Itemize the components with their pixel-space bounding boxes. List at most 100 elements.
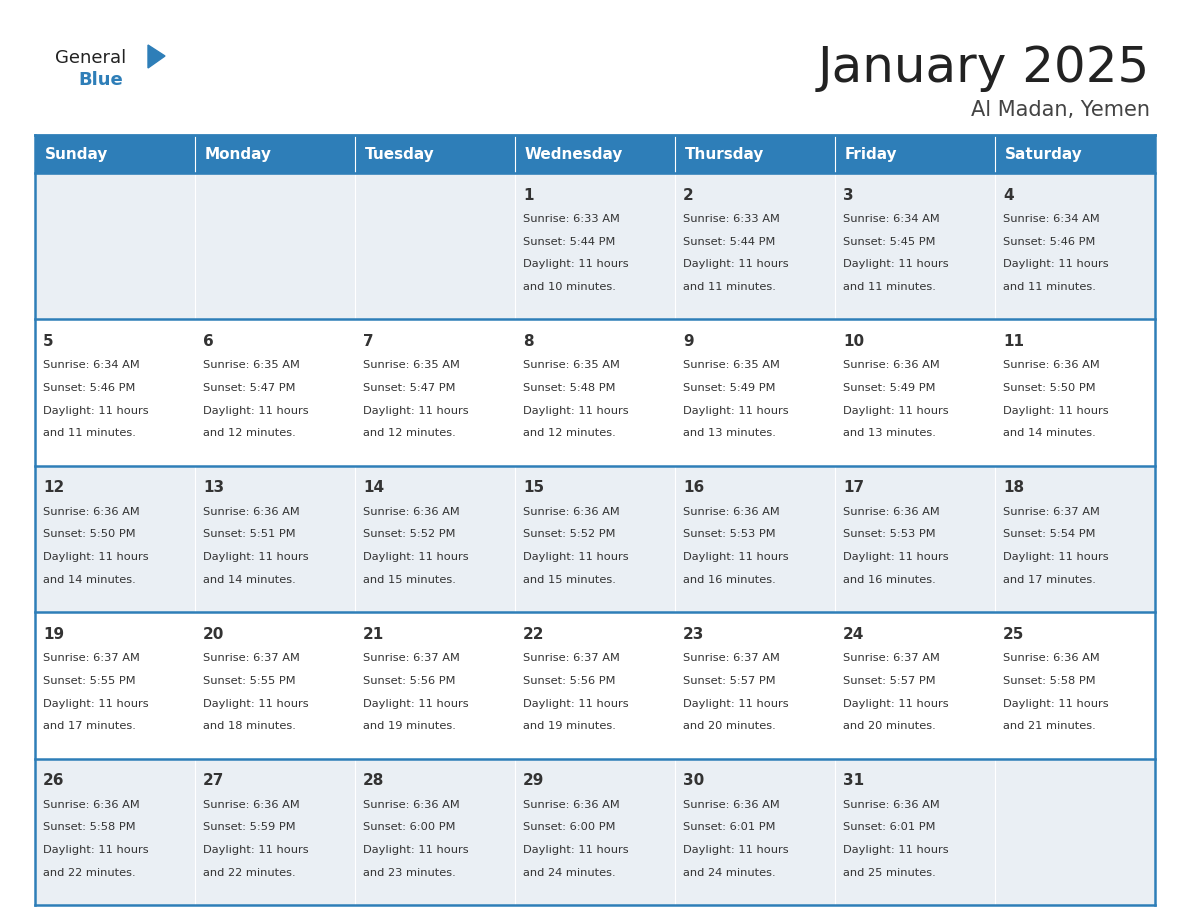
- Text: Daylight: 11 hours: Daylight: 11 hours: [364, 552, 468, 562]
- Text: and 13 minutes.: and 13 minutes.: [843, 429, 936, 439]
- Text: Blue: Blue: [78, 71, 122, 89]
- Text: Sunrise: 6:37 AM: Sunrise: 6:37 AM: [683, 654, 779, 663]
- Text: General: General: [55, 49, 126, 67]
- Text: Sunrise: 6:36 AM: Sunrise: 6:36 AM: [43, 507, 140, 517]
- Text: and 20 minutes.: and 20 minutes.: [843, 722, 936, 732]
- Polygon shape: [148, 45, 165, 68]
- Bar: [355, 319, 516, 465]
- Bar: [835, 758, 996, 905]
- Text: and 13 minutes.: and 13 minutes.: [683, 429, 776, 439]
- Text: and 25 minutes.: and 25 minutes.: [843, 868, 936, 878]
- Text: Sunrise: 6:34 AM: Sunrise: 6:34 AM: [43, 361, 140, 370]
- Bar: [835, 173, 996, 319]
- Text: Daylight: 11 hours: Daylight: 11 hours: [683, 552, 789, 562]
- Text: 10: 10: [843, 334, 864, 349]
- Text: 15: 15: [523, 480, 544, 496]
- Text: Sunset: 5:48 PM: Sunset: 5:48 PM: [523, 383, 615, 393]
- Bar: [996, 173, 1155, 319]
- Text: and 14 minutes.: and 14 minutes.: [1003, 429, 1095, 439]
- Text: Friday: Friday: [845, 147, 897, 162]
- Text: Daylight: 11 hours: Daylight: 11 hours: [203, 699, 309, 709]
- Text: 23: 23: [683, 627, 704, 642]
- Bar: [835, 319, 996, 465]
- Text: Daylight: 11 hours: Daylight: 11 hours: [203, 552, 309, 562]
- Text: and 14 minutes.: and 14 minutes.: [203, 575, 296, 585]
- Text: Tuesday: Tuesday: [365, 147, 435, 162]
- Text: Al Madan, Yemen: Al Madan, Yemen: [971, 100, 1150, 120]
- Text: Sunset: 5:52 PM: Sunset: 5:52 PM: [523, 530, 615, 540]
- Text: Daylight: 11 hours: Daylight: 11 hours: [43, 406, 148, 416]
- Text: Daylight: 11 hours: Daylight: 11 hours: [1003, 406, 1108, 416]
- Text: and 19 minutes.: and 19 minutes.: [364, 722, 456, 732]
- Text: 28: 28: [364, 773, 385, 789]
- Bar: [675, 135, 835, 173]
- Text: Sunset: 5:56 PM: Sunset: 5:56 PM: [523, 676, 615, 686]
- Text: Sunset: 5:49 PM: Sunset: 5:49 PM: [683, 383, 776, 393]
- Bar: [355, 465, 516, 612]
- Text: Sunset: 5:50 PM: Sunset: 5:50 PM: [43, 530, 135, 540]
- Bar: [675, 465, 835, 612]
- Text: Daylight: 11 hours: Daylight: 11 hours: [843, 699, 949, 709]
- Text: Sunset: 5:51 PM: Sunset: 5:51 PM: [203, 530, 296, 540]
- Text: Sunset: 6:00 PM: Sunset: 6:00 PM: [364, 823, 455, 833]
- Text: and 11 minutes.: and 11 minutes.: [843, 282, 936, 292]
- Text: and 21 minutes.: and 21 minutes.: [1003, 722, 1095, 732]
- Bar: [996, 612, 1155, 758]
- Text: Sunrise: 6:35 AM: Sunrise: 6:35 AM: [203, 361, 299, 370]
- Bar: [675, 319, 835, 465]
- Text: 24: 24: [843, 627, 865, 642]
- Text: and 12 minutes.: and 12 minutes.: [203, 429, 296, 439]
- Text: Sunset: 5:56 PM: Sunset: 5:56 PM: [364, 676, 455, 686]
- Text: and 14 minutes.: and 14 minutes.: [43, 575, 135, 585]
- Text: 4: 4: [1003, 187, 1013, 203]
- Text: Sunset: 6:00 PM: Sunset: 6:00 PM: [523, 823, 615, 833]
- Text: 18: 18: [1003, 480, 1024, 496]
- Text: Sunrise: 6:37 AM: Sunrise: 6:37 AM: [203, 654, 299, 663]
- Text: Daylight: 11 hours: Daylight: 11 hours: [523, 260, 628, 269]
- Text: Sunrise: 6:36 AM: Sunrise: 6:36 AM: [1003, 361, 1100, 370]
- Bar: [675, 758, 835, 905]
- Bar: [34, 319, 195, 465]
- Text: Sunset: 5:53 PM: Sunset: 5:53 PM: [683, 530, 776, 540]
- Text: and 12 minutes.: and 12 minutes.: [523, 429, 615, 439]
- Text: Daylight: 11 hours: Daylight: 11 hours: [843, 552, 949, 562]
- Bar: [516, 135, 675, 173]
- Text: Monday: Monday: [204, 147, 272, 162]
- Text: 22: 22: [523, 627, 544, 642]
- Text: Sunset: 5:49 PM: Sunset: 5:49 PM: [843, 383, 935, 393]
- Text: Daylight: 11 hours: Daylight: 11 hours: [43, 699, 148, 709]
- Text: and 15 minutes.: and 15 minutes.: [523, 575, 615, 585]
- Bar: [675, 612, 835, 758]
- Text: Daylight: 11 hours: Daylight: 11 hours: [43, 552, 148, 562]
- Text: Sunset: 5:53 PM: Sunset: 5:53 PM: [843, 530, 936, 540]
- Text: Daylight: 11 hours: Daylight: 11 hours: [683, 845, 789, 855]
- Bar: [516, 173, 675, 319]
- Text: Daylight: 11 hours: Daylight: 11 hours: [683, 260, 789, 269]
- Text: 27: 27: [203, 773, 225, 789]
- Bar: [516, 465, 675, 612]
- Text: Sunrise: 6:33 AM: Sunrise: 6:33 AM: [523, 214, 620, 224]
- Text: Sunrise: 6:36 AM: Sunrise: 6:36 AM: [523, 800, 620, 810]
- Bar: [34, 465, 195, 612]
- Bar: [996, 758, 1155, 905]
- Text: and 16 minutes.: and 16 minutes.: [683, 575, 776, 585]
- Text: 25: 25: [1003, 627, 1024, 642]
- Text: Sunrise: 6:35 AM: Sunrise: 6:35 AM: [364, 361, 460, 370]
- Text: Sunrise: 6:35 AM: Sunrise: 6:35 AM: [523, 361, 620, 370]
- Text: and 22 minutes.: and 22 minutes.: [43, 868, 135, 878]
- Text: Sunset: 6:01 PM: Sunset: 6:01 PM: [683, 823, 776, 833]
- Text: and 11 minutes.: and 11 minutes.: [1003, 282, 1095, 292]
- Text: Sunrise: 6:37 AM: Sunrise: 6:37 AM: [43, 654, 140, 663]
- Text: Sunset: 5:58 PM: Sunset: 5:58 PM: [1003, 676, 1095, 686]
- Text: Sunset: 5:45 PM: Sunset: 5:45 PM: [843, 237, 935, 247]
- Text: Daylight: 11 hours: Daylight: 11 hours: [364, 699, 468, 709]
- Text: Sunrise: 6:36 AM: Sunrise: 6:36 AM: [843, 800, 940, 810]
- Text: and 11 minutes.: and 11 minutes.: [683, 282, 776, 292]
- Text: and 24 minutes.: and 24 minutes.: [523, 868, 615, 878]
- Bar: [516, 319, 675, 465]
- Bar: [996, 319, 1155, 465]
- Bar: [195, 612, 355, 758]
- Text: 5: 5: [43, 334, 53, 349]
- Text: 13: 13: [203, 480, 225, 496]
- Text: Sunrise: 6:36 AM: Sunrise: 6:36 AM: [683, 507, 779, 517]
